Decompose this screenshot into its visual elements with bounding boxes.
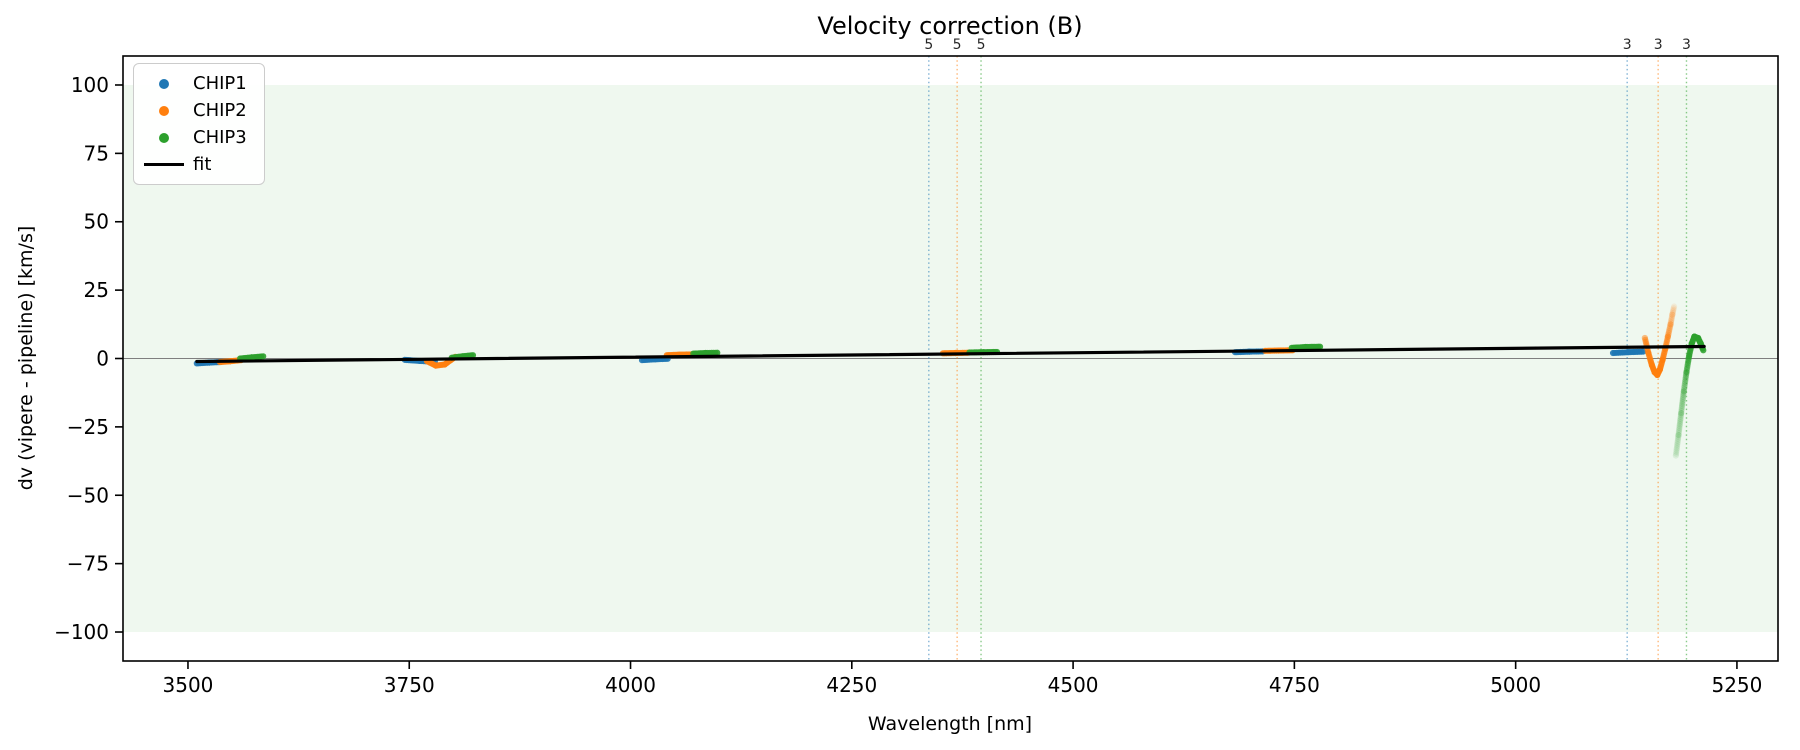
legend-dot-marker (144, 105, 184, 116)
legend-item-chip1: CHIP1 (144, 70, 256, 97)
x-tick-label: 5000 (1490, 673, 1541, 697)
x-tick-label: 4750 (1269, 673, 1320, 697)
vline-label: 5 (953, 37, 962, 53)
y-tick-label: −25 (67, 415, 109, 439)
vline-label: 3 (1623, 37, 1632, 53)
legend-item-fit: fit (144, 151, 256, 178)
y-tick-label: 0 (96, 347, 109, 371)
legend-line-swatch (144, 163, 184, 166)
fit-line (195, 344, 1706, 364)
y-tick-label: −75 (67, 552, 109, 576)
chart-title: Velocity correction (B) (817, 12, 1083, 40)
y-tick-label: 100 (71, 73, 109, 97)
x-tick-label: 3750 (384, 673, 435, 697)
vline-label: 5 (977, 37, 986, 53)
y-tick-label: −50 (67, 483, 109, 507)
legend-label: fit (193, 154, 212, 175)
x-tick-label: 3500 (163, 673, 214, 697)
legend-label: CHIP3 (193, 127, 247, 148)
vline-label: 3 (1682, 37, 1691, 53)
legend: CHIP1 CHIP2 CHIP3 fit (133, 63, 265, 185)
y-tick-label: −100 (54, 620, 109, 644)
y-tick-label: 50 (84, 210, 109, 234)
x-tick-label: 4000 (605, 673, 656, 697)
legend-item-chip3: CHIP3 (144, 124, 256, 151)
x-tick-label: 4250 (826, 673, 877, 697)
x-tick-label: 5250 (1711, 673, 1762, 697)
series-chip3 (237, 333, 1707, 459)
legend-dot-marker (144, 132, 184, 143)
y-axis-label: dv (vipere - pipeline) [km/s] (15, 225, 37, 491)
y-tick-label: 25 (84, 278, 109, 302)
legend-label: CHIP2 (193, 100, 247, 121)
legend-dot-marker (144, 78, 184, 89)
vline-label: 5 (924, 37, 933, 53)
x-axis-label: Wavelength [nm] (867, 713, 1033, 735)
x-tick-label: 4500 (1048, 673, 1099, 697)
legend-label: CHIP1 (193, 73, 247, 94)
legend-item-chip2: CHIP2 (144, 97, 256, 124)
vline-label: 3 (1654, 37, 1663, 53)
y-tick-label: 75 (84, 141, 109, 165)
